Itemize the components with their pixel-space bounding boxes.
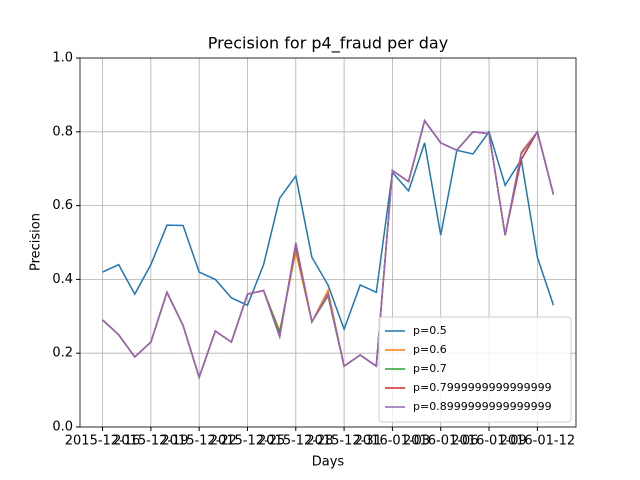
x-tick-label: 2015-12-16 — [65, 434, 141, 449]
x-tick-label: 2015-12-25 — [210, 434, 286, 449]
y-tick-label: 0.4 — [52, 272, 73, 287]
x-tick-label: 2015-12-19 — [113, 434, 189, 449]
x-tick-label: 2015-12-22 — [161, 434, 237, 449]
series-line — [102, 119, 555, 380]
x-tick-label: 2015-12-28 — [258, 434, 334, 449]
series-line — [102, 130, 555, 332]
legend: p=0.5 p=0.6 p=0.7 p=0.7999999999999999 p=0.8… — [378, 316, 572, 423]
y-tick-label: 0.8 — [52, 124, 73, 139]
y-axis-label: Precision — [29, 213, 44, 271]
y-tick-label: 0.2 — [52, 346, 73, 361]
legend-frame — [378, 316, 572, 423]
legend-label: p=0.6 — [413, 343, 447, 356]
x-tick-label: 2016-01-03 — [355, 434, 431, 449]
x-tick-label: 2016-01-12 — [500, 434, 576, 449]
legend-label: p=0.7 — [413, 362, 447, 375]
legend-label: p=0.8999999999999999 — [413, 400, 552, 413]
chart-title: Precision for p4_fraud per day — [208, 34, 448, 54]
x-tick-label: 2015-12-31 — [306, 434, 382, 449]
x-axis-label: Days — [312, 455, 345, 470]
x-tick-label: 2016-01-09 — [451, 434, 527, 449]
y-tick-label: 1.0 — [52, 51, 73, 66]
x-tick-label: 2016-01-06 — [403, 434, 479, 449]
y-tick-label: 0.0 — [52, 420, 73, 435]
legend-label: p=0.7999999999999999 — [413, 381, 552, 394]
y-tick-label: 0.6 — [52, 198, 73, 213]
plot-frame — [79, 57, 577, 428]
legend-label: p=0.5 — [413, 324, 447, 337]
